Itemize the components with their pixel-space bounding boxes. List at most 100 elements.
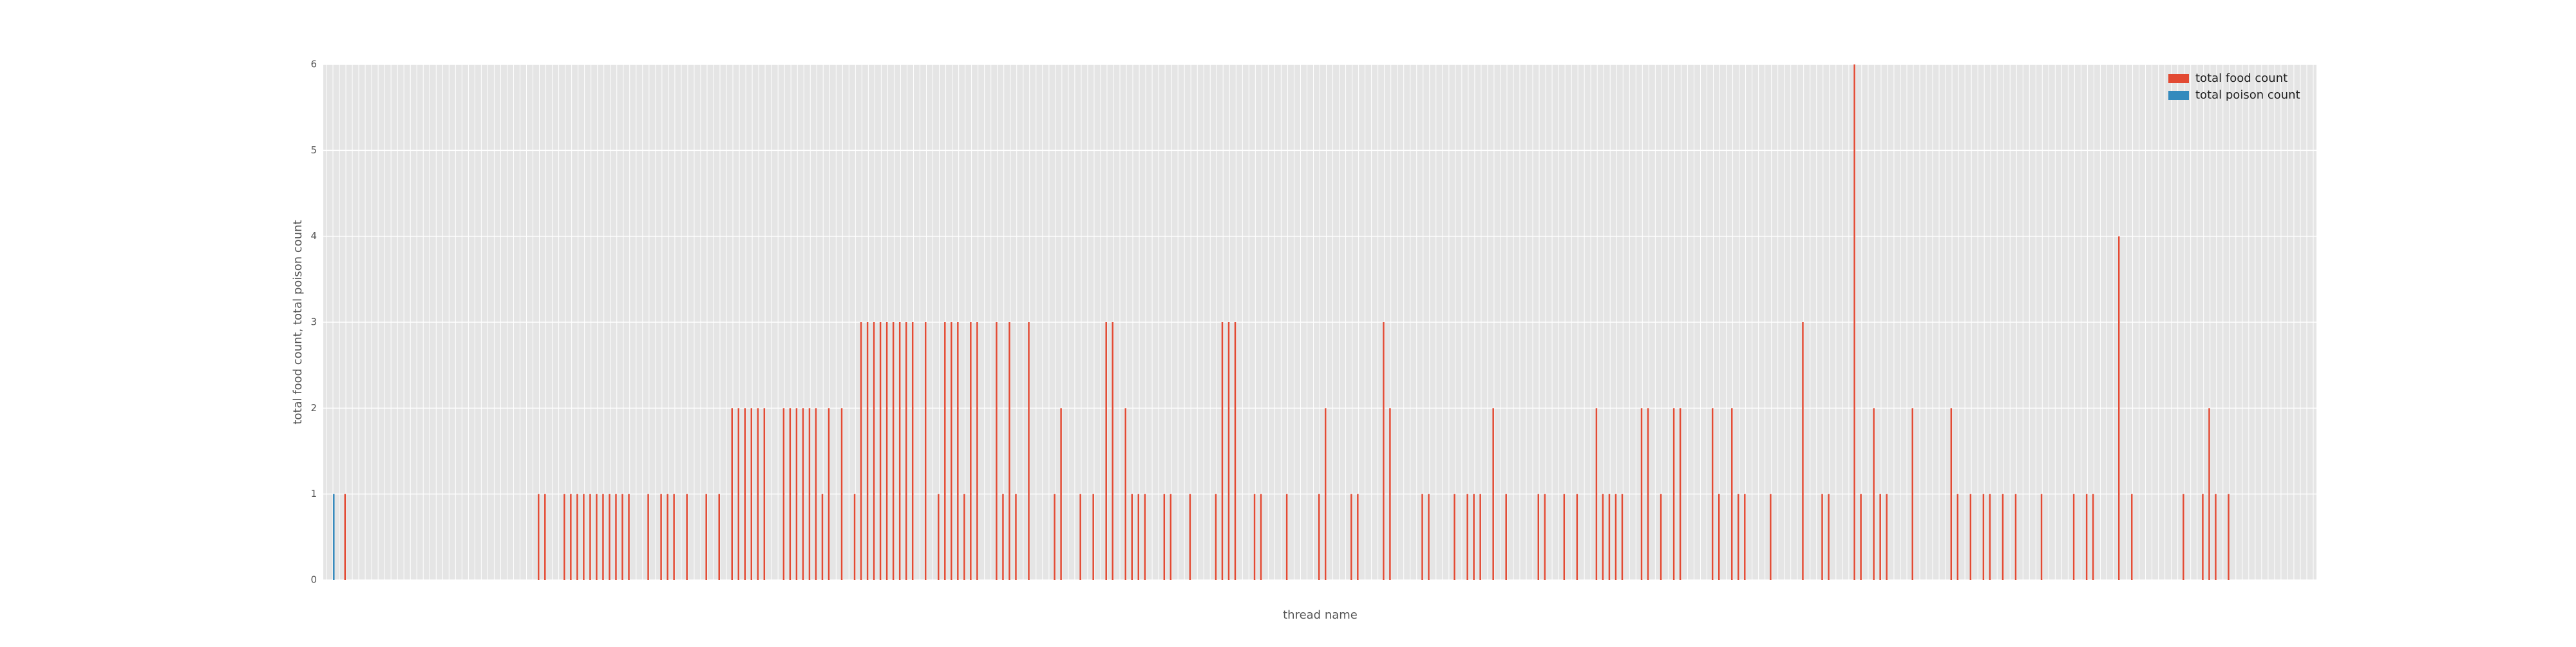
- bar: [1124, 408, 1127, 580]
- bar: [938, 494, 940, 580]
- bar: [1473, 494, 1475, 580]
- bar: [886, 322, 888, 580]
- bar: [1131, 494, 1133, 580]
- bar: [1163, 494, 1166, 580]
- bar: [1873, 408, 1875, 580]
- bar: [1956, 494, 1959, 580]
- bar: [1253, 494, 1256, 580]
- bar: [1660, 494, 1662, 580]
- bar: [1221, 322, 1224, 580]
- bar: [1982, 494, 1985, 580]
- bar: [2085, 494, 2088, 580]
- bar: [840, 408, 843, 580]
- bar: [564, 494, 565, 580]
- bar: [879, 322, 882, 580]
- bar: [1227, 322, 1230, 580]
- bar: [2228, 494, 2230, 580]
- bar: [2208, 408, 2210, 580]
- bar: [2131, 494, 2133, 580]
- bar: [544, 494, 546, 580]
- bar: [583, 494, 585, 580]
- bar: [673, 494, 675, 580]
- bar: [2118, 236, 2120, 581]
- bar: [1505, 494, 1507, 580]
- bar: [1009, 322, 1010, 580]
- bar: [1028, 322, 1030, 580]
- legend-swatch: [2168, 91, 2189, 100]
- bar: [925, 322, 927, 580]
- bar: [821, 494, 824, 580]
- bar: [1886, 494, 1888, 580]
- bar: [789, 408, 791, 580]
- bar: [570, 494, 572, 580]
- bar: [1015, 494, 1017, 580]
- bar: [1563, 494, 1566, 580]
- bar: [1002, 494, 1004, 580]
- bar: [1421, 494, 1423, 580]
- y-tick-label: 5: [310, 144, 317, 156]
- bar: [1602, 494, 1604, 580]
- bar: [898, 322, 901, 580]
- bar: [853, 494, 856, 580]
- bar: [1860, 494, 1862, 580]
- bar: [795, 408, 798, 580]
- bar: [576, 494, 578, 580]
- bar: [1105, 322, 1107, 580]
- bar: [647, 494, 649, 580]
- bar: [2183, 494, 2184, 580]
- bar: [660, 494, 662, 580]
- bar: [1350, 494, 1352, 580]
- bar: [731, 408, 734, 580]
- bar: [2215, 494, 2217, 580]
- bar: [744, 408, 746, 580]
- bar: [1112, 322, 1113, 580]
- bar: [802, 408, 804, 580]
- bar: [1718, 494, 1720, 580]
- bar: [667, 494, 668, 580]
- y-tick-label: 1: [310, 488, 317, 499]
- bar: [2040, 494, 2043, 580]
- bar: [892, 322, 895, 580]
- bar: [815, 408, 817, 580]
- bar: [1672, 408, 1675, 580]
- bar: [718, 494, 720, 580]
- bar: [1544, 494, 1546, 580]
- bar: [1911, 408, 1913, 580]
- bar: [621, 494, 623, 580]
- y-tick-label: 3: [310, 316, 317, 328]
- y-axis-label: total food count, total poison count: [291, 220, 305, 424]
- bar: [1537, 494, 1540, 580]
- bar: [763, 408, 766, 580]
- bar: [1621, 494, 1624, 580]
- bar: [344, 494, 346, 580]
- bar: [1144, 494, 1146, 580]
- bar: [1731, 408, 1733, 580]
- bar: [1389, 408, 1391, 580]
- bar: [1357, 494, 1359, 580]
- bar: [808, 408, 811, 580]
- bar: [1821, 494, 1823, 580]
- bar: [1969, 494, 1972, 580]
- bars: [333, 64, 2230, 581]
- y-tick-label: 4: [310, 230, 317, 242]
- bar: [333, 494, 335, 580]
- bar: [1640, 408, 1643, 580]
- bar: [1950, 408, 1953, 580]
- bar: [2014, 494, 2017, 580]
- bar: [996, 322, 998, 580]
- bar: [538, 494, 540, 580]
- bar: [1853, 64, 1855, 580]
- bar: [1608, 494, 1611, 580]
- bar: [860, 322, 862, 580]
- bar: [750, 408, 753, 580]
- bar: [705, 494, 707, 580]
- bar: [963, 494, 965, 580]
- bar: [782, 408, 785, 580]
- bar: [2092, 494, 2094, 580]
- bar: [1711, 408, 1714, 580]
- bar: [1744, 494, 1746, 580]
- x-axis-label: thread name: [1283, 608, 1358, 622]
- bar: [1828, 494, 1830, 580]
